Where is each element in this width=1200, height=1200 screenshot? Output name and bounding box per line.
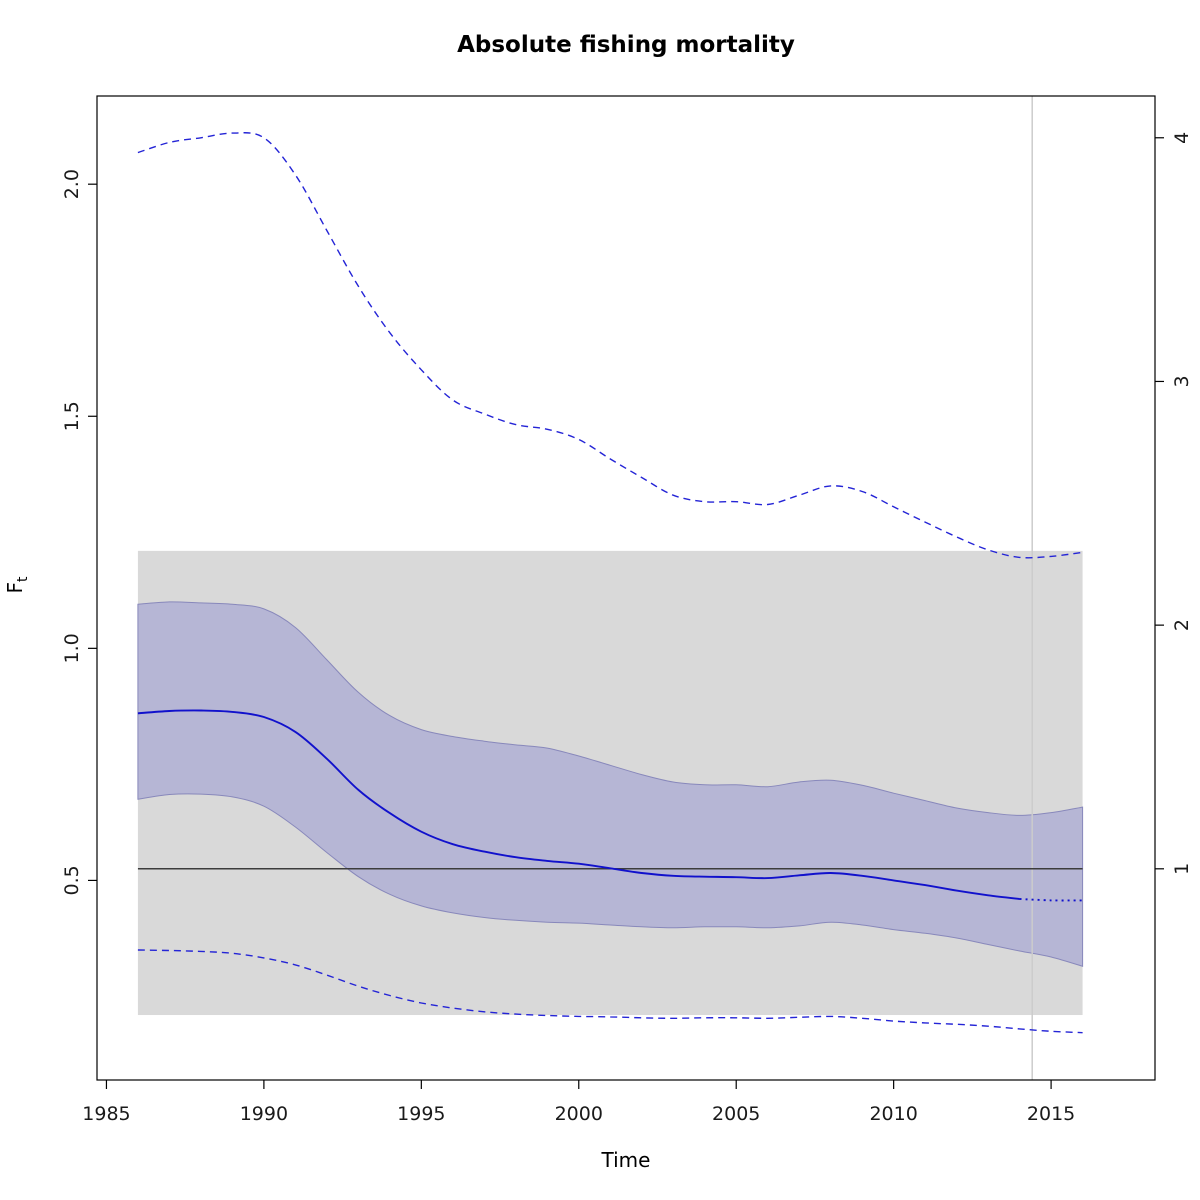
median-line <box>137 709 1020 900</box>
upper-outer-ci-line <box>137 132 1083 559</box>
y-left-tick-label: 1.0 <box>61 633 83 663</box>
x-axis-tick-label: 2005 <box>712 1103 760 1125</box>
chart-title: Absolute fishing mortality <box>457 32 795 58</box>
lower-outer-ci-line <box>137 949 1083 1034</box>
y-right-tick-label: 3 <box>1171 375 1193 387</box>
x-axis-label: Time <box>601 1148 651 1172</box>
plot-border <box>96 95 1156 1081</box>
x-axis-tick-label: 1990 <box>240 1103 288 1125</box>
x-axis-tick-label: 2015 <box>1027 1103 1075 1125</box>
y-right-tick-label: 2 <box>1171 619 1193 631</box>
x-axis-tick-label: 1985 <box>82 1103 130 1125</box>
x-axis-tick-label: 2010 <box>869 1103 917 1125</box>
x-axis-tick-label: 1995 <box>397 1103 445 1125</box>
median-line-projection <box>1019 898 1083 902</box>
y-left-tick-label: 1.5 <box>61 401 83 431</box>
inner-confidence-band <box>137 601 1084 967</box>
y-right-tick-label: 1 <box>1171 863 1193 875</box>
y-left-tick-label: 0.5 <box>61 865 83 895</box>
y-left-tick-label: 2.0 <box>61 169 83 199</box>
outer-uncertainty-box <box>137 550 1083 1016</box>
x-axis-tick-label: 2000 <box>555 1103 603 1125</box>
y-right-tick-label: 4 <box>1171 132 1193 144</box>
